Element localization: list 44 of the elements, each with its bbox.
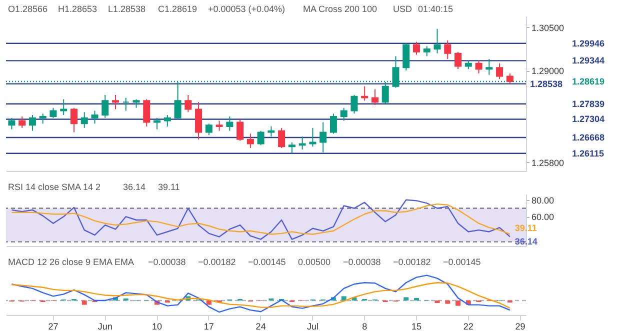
text: −0.00182	[393, 257, 431, 267]
ref-line-label: 1.29344	[572, 56, 605, 66]
x-tick-label: 27	[48, 322, 58, 331]
text: RSI 14 close SMA 14 2	[8, 182, 101, 192]
x-tick-label: 10	[152, 322, 162, 331]
x-tick-label: 22	[463, 322, 474, 331]
ref-line-label: 1.27839	[572, 98, 605, 109]
text: MA Cross 200 100	[303, 4, 378, 14]
y-tick-label: 1.30500	[532, 22, 564, 33]
ref-line-label: 1.28538	[530, 78, 563, 89]
text: O1.28566	[8, 4, 48, 14]
y-tick-label: 1.25800	[532, 158, 564, 168]
text: C1.28619	[158, 4, 198, 14]
x-tick-label: 15	[411, 322, 422, 331]
text: −0.00182	[198, 257, 236, 267]
x-tick-label: 24	[256, 322, 266, 331]
x-tick-label: Jul	[306, 322, 318, 331]
text: L1.28538	[108, 4, 146, 14]
x-tick-label: 8	[362, 322, 368, 331]
text: −0.00145	[248, 257, 286, 267]
text: 39.11	[158, 182, 180, 192]
y-tick-label: 60.00	[532, 212, 554, 222]
text: +0.00053 (+0.04%)	[208, 4, 286, 14]
ref-line-label: 1.26115	[572, 148, 604, 158]
text: 36.14	[123, 182, 146, 192]
ref-line-label: 1.26668	[572, 132, 605, 142]
y-tick-label: 80.00	[532, 195, 554, 206]
text: 0.00500	[298, 257, 331, 267]
data-label: 39.11	[514, 223, 537, 234]
x-tick-label: Jun	[98, 322, 112, 331]
y-tick-label: 1.29000	[532, 66, 564, 76]
ref-line-label: 1.27304	[572, 114, 605, 124]
text: −0.00038	[343, 257, 381, 267]
text: USD	[393, 4, 412, 14]
text: −0.00145	[443, 257, 481, 267]
x-tick-label: 29	[515, 322, 526, 331]
data-label: 36.14	[514, 236, 538, 247]
text: MACD 12 26 close 9 EMA EMA	[8, 257, 134, 267]
text: H1.28653	[58, 4, 98, 14]
ref-line-label: 1.28619	[572, 76, 605, 86]
x-tick-label: 17	[204, 322, 214, 331]
text: 01:40:15	[418, 4, 454, 14]
text: −0.00038	[148, 257, 186, 267]
ref-line-label: 1.29946	[572, 38, 605, 48]
